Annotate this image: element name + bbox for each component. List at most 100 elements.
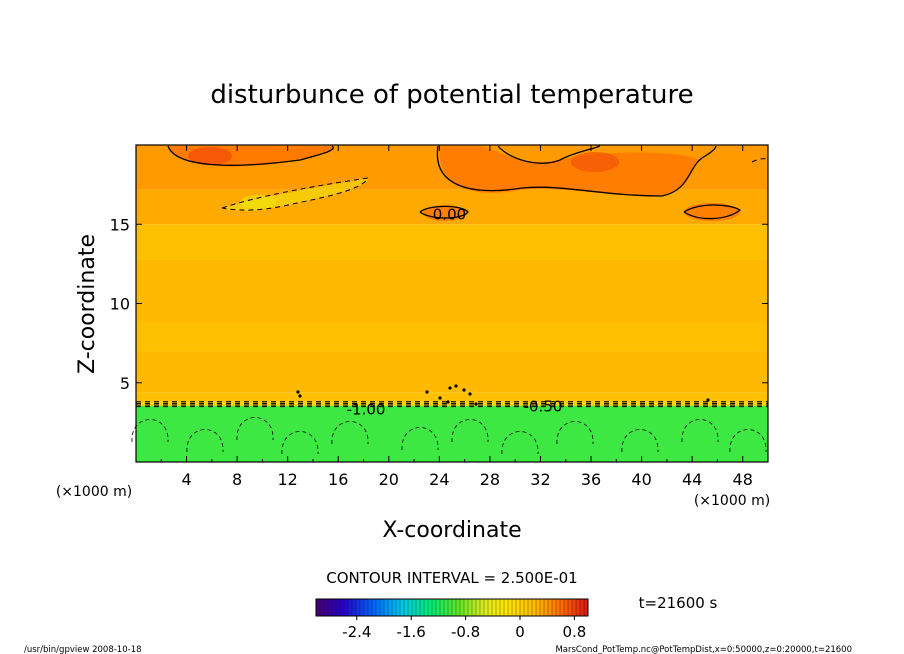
- colorbar-cell: [396, 599, 401, 616]
- colorbar-cell: [376, 599, 381, 616]
- colorbar-cell: [340, 599, 345, 616]
- cool-anomaly: [240, 195, 276, 209]
- contour-line-negative: [331, 421, 369, 445]
- heatmap-band: [136, 259, 768, 323]
- colorbar-cell: [536, 599, 541, 616]
- colorbar-cell: [344, 599, 349, 616]
- y-tick-label: 10: [110, 295, 130, 314]
- contour-interval-label: CONTOUR INTERVAL = 2.500E-01: [326, 569, 577, 587]
- x-tick-label: 36: [581, 470, 601, 489]
- colorbar-cell: [328, 599, 333, 616]
- colorbar-cell: [360, 599, 365, 616]
- colorbar-cell: [576, 599, 581, 616]
- colorbar-cell: [428, 599, 433, 616]
- colorbar-cell: [388, 599, 393, 616]
- contour-line-negative: [221, 177, 369, 211]
- contour-line-zero: [497, 145, 601, 164]
- x-tick-label: 20: [379, 470, 399, 489]
- colorbar-cell: [372, 599, 377, 616]
- warm-anomaly: [439, 146, 700, 196]
- colorbar-cell: [400, 599, 405, 616]
- plot-area: 0.00 -1.00 -0.50: [131, 144, 769, 463]
- heatmap-band: [136, 351, 768, 393]
- contour-line-negative: [186, 429, 224, 453]
- chart-title: disturbunce of potential temperature: [210, 80, 693, 110]
- colorbar-cell: [528, 599, 533, 616]
- x-tick-label: 24: [429, 470, 449, 489]
- contour-line-zero: [419, 205, 469, 219]
- colorbar-cell: [464, 599, 469, 616]
- colorbar-cell: [556, 599, 561, 616]
- x-tick-label: 8: [232, 470, 242, 489]
- contour-line-negative: [401, 427, 439, 451]
- contour-fragment: [446, 400, 450, 404]
- contour-line-zero: [436, 145, 717, 197]
- colorbar-cell: [460, 599, 465, 616]
- colorbar-cell: [440, 599, 445, 616]
- y-axis: 5 10 15: [110, 215, 768, 393]
- contour-line-negative: [729, 429, 767, 453]
- colorbar-cell: [324, 599, 329, 616]
- colorbar-cell: [332, 599, 337, 616]
- colorbar-cell: [552, 599, 557, 616]
- contour-line-negative: [131, 419, 169, 443]
- colorbar-cell: [316, 599, 321, 616]
- colorbar-tick-label: 0: [515, 623, 525, 641]
- colorbar-tick-label: 0.8: [562, 623, 586, 641]
- colorbar-cell: [356, 599, 361, 616]
- contour-fragment: [468, 392, 472, 396]
- colorbar-cell: [564, 599, 569, 616]
- contour-fragment: [462, 388, 466, 392]
- x-axis-label: X-coordinate: [382, 518, 521, 543]
- colorbar-cell: [572, 599, 577, 616]
- colorbar-cell: [488, 599, 493, 616]
- colorbar-cell: [532, 599, 537, 616]
- colorbar-cell: [408, 599, 413, 616]
- time-label: t=21600 s: [639, 594, 718, 612]
- contour-line-zero: [683, 204, 742, 220]
- contour-line-negative: [556, 421, 594, 445]
- x-axis: 4 8 12 16 20 24 28 32 36 40 44 48: [160, 145, 753, 489]
- contour-line-negative: [501, 431, 539, 455]
- contour-fragment: [474, 402, 478, 406]
- colorbar-cell: [504, 599, 509, 616]
- colorbar-cell: [348, 599, 353, 616]
- x-unit-label-right: (×1000 m): [694, 493, 770, 509]
- contour-line-zero: [167, 145, 334, 166]
- colorbar-cell: [520, 599, 525, 616]
- colorbar-cell: [524, 599, 529, 616]
- contour-line-negative: [281, 431, 319, 455]
- warm-anomaly-core: [188, 147, 232, 165]
- colorbar-cell: [580, 599, 585, 616]
- colorbar-cell: [380, 599, 385, 616]
- contour-fragment: [448, 386, 452, 390]
- x-tick-label: 40: [631, 470, 651, 489]
- colorbar-cell: [392, 599, 397, 616]
- colorbar-cell: [548, 599, 553, 616]
- contour-label: -0.50: [524, 398, 563, 416]
- colorbar-cell: [404, 599, 409, 616]
- colorbar-cell: [420, 599, 425, 616]
- x-tick-label: 44: [682, 470, 702, 489]
- colorbar-cell: [484, 599, 489, 616]
- colorbar-frame: [315, 598, 589, 617]
- y-tick-label: 5: [120, 374, 130, 393]
- x-tick-label: 32: [530, 470, 550, 489]
- heatmap-band: [136, 224, 768, 260]
- colorbar-cell: [432, 599, 437, 616]
- x-tick-label: 48: [733, 470, 753, 489]
- contour-fragment: [438, 396, 442, 400]
- colorbar-cell: [416, 599, 421, 616]
- colorbar-cell: [364, 599, 369, 616]
- colorbar-cell: [544, 599, 549, 616]
- colorbar-cell: [496, 599, 501, 616]
- x-tick-label: 28: [480, 470, 500, 489]
- x-tick-label: 12: [278, 470, 298, 489]
- colorbar-cell: [424, 599, 429, 616]
- contour-lines: [131, 145, 769, 455]
- contour-fragment: [296, 390, 300, 394]
- warm-anomaly-core: [571, 152, 619, 172]
- colorbar-cell: [568, 599, 573, 616]
- footer-right: MarsCond_PotTemp.nc@PotTempDist,x=0:5000…: [555, 645, 852, 654]
